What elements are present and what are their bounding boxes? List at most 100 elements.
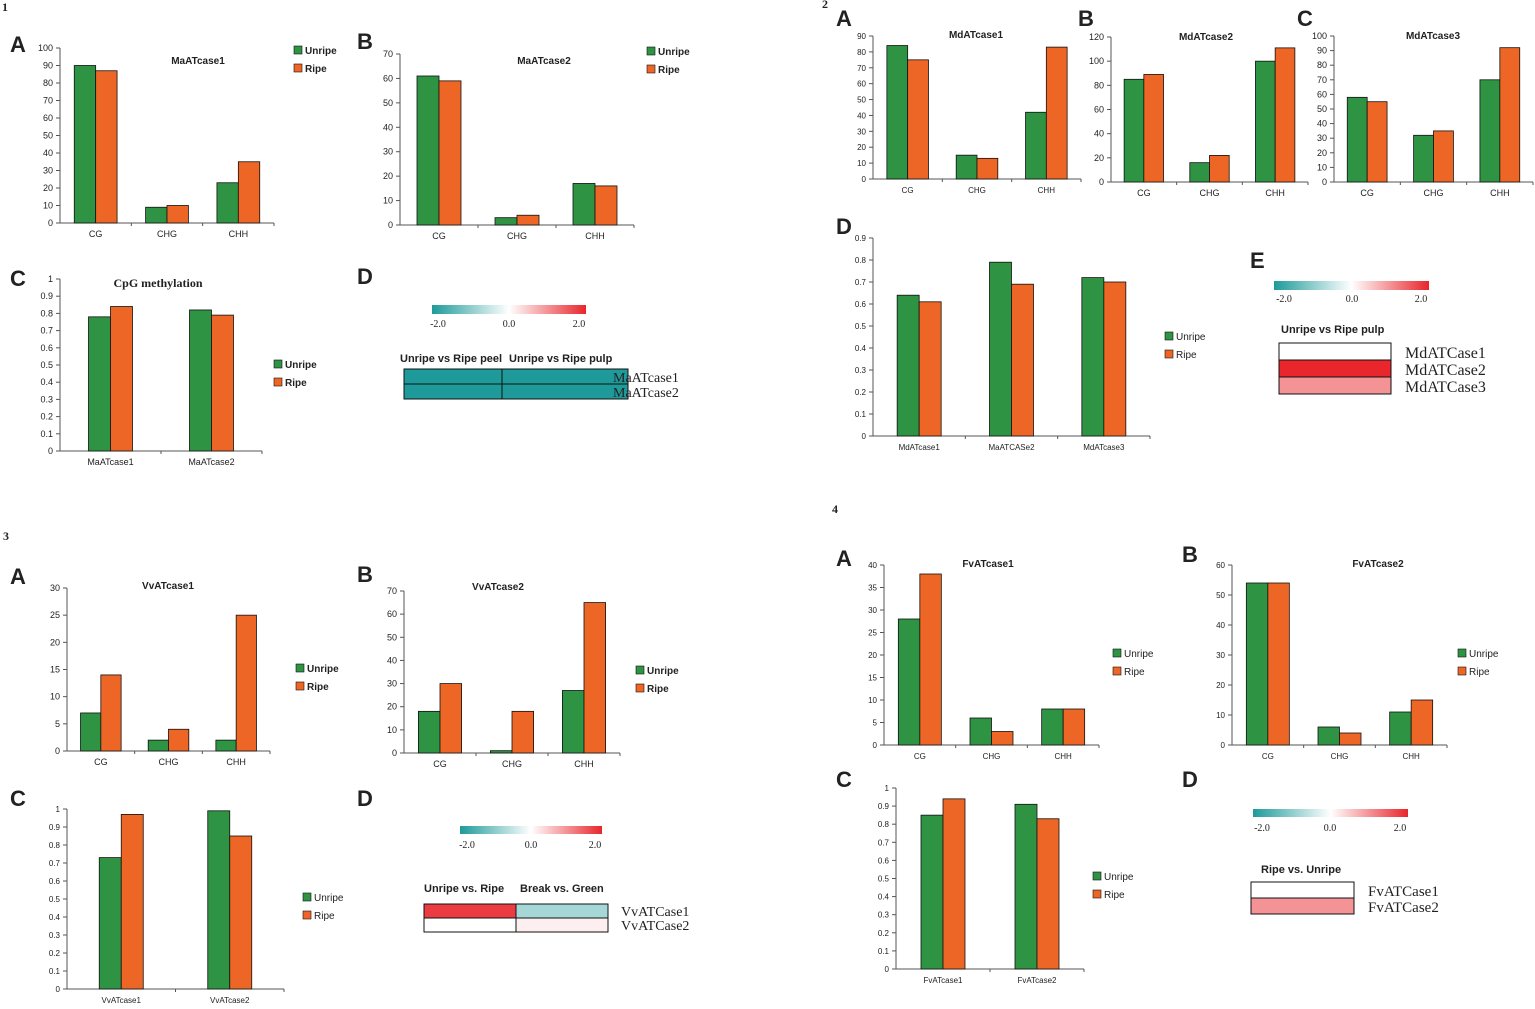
panel-2c: C 0 10 20 30 40 50 60 70 80 90 100 CG CHG CHH MdATcase3 — [1297, 6, 1534, 198]
color-scale-label: 0.0 — [1324, 823, 1337, 834]
x-tick-label: CG — [94, 757, 108, 767]
bar-unripe-chh — [1389, 711, 1412, 746]
bar-ripe-cg — [1366, 101, 1388, 183]
y-tick-label: 0.4 — [40, 377, 53, 387]
y-tick-label: 20 — [1094, 153, 1104, 163]
panel-label: D — [1182, 767, 1198, 792]
y-tick-label: 40 — [857, 111, 866, 120]
panel-2b: B 0 20 40 60 80 100 120 CG CHG CHH MdATcase2 — [1078, 6, 1309, 198]
heatmap-column-header: Unripe vs Ripe pulp — [1281, 324, 1385, 336]
y-tick-label: 10 — [43, 201, 53, 211]
y-tick-label: 0 — [392, 748, 397, 758]
bar-unripe-vvatcase2 — [207, 810, 231, 990]
y-tick-label: 40 — [43, 148, 53, 158]
y-tick-label: 0 — [862, 175, 867, 184]
y-tick-label: 90 — [1317, 46, 1327, 56]
y-tick-label: 10 — [857, 159, 866, 168]
y-tick-label: 0.7 — [40, 326, 53, 336]
bar-ripe-chg — [1339, 732, 1362, 746]
bar-ripe-chg — [991, 731, 1014, 746]
y-tick-label: 100 — [38, 43, 53, 53]
figure-number: 2 — [822, 0, 828, 11]
legend: Unripe Ripe — [646, 46, 690, 76]
color-scale-label: -2.0 — [459, 840, 475, 851]
legend-swatch-unripe — [1112, 648, 1122, 658]
y-tick-label: 50 — [1216, 591, 1225, 600]
y-tick-label: 20 — [1317, 148, 1327, 158]
panel-1b: B 0 10 20 30 40 50 60 70 CG CHG CHH MaATcase2 Unripe R… — [357, 29, 690, 241]
bar-unripe-cg — [1123, 78, 1145, 183]
bar-unripe-maatcase2 — [989, 261, 1012, 437]
y-tick-label: 70 — [43, 96, 53, 106]
bar-unripe-cg — [886, 45, 909, 180]
chart-title: MdATcase1 — [949, 30, 1004, 41]
y-tick-label: 0.8 — [878, 820, 890, 829]
bar-ripe-cg — [438, 80, 462, 226]
bar-ripe-chg — [511, 710, 535, 754]
heatmap-cell — [501, 383, 629, 400]
legend-label-ripe: Ripe — [285, 378, 307, 389]
heatmap-row-label: VvATCase2 — [621, 919, 689, 934]
x-tick-label: MaATcase2 — [188, 457, 234, 467]
bar-unripe-chh — [1041, 708, 1064, 746]
legend-label-ripe: Ripe — [1124, 667, 1145, 678]
y-tick-label: 0 — [56, 985, 61, 994]
y-tick-label: 15 — [50, 665, 60, 675]
panel-label: D — [357, 786, 373, 811]
x-tick-label: CHG — [507, 231, 527, 241]
bar-ripe-chh — [1274, 47, 1296, 183]
y-tick-label: 25 — [868, 629, 877, 638]
bar-ripe-chg — [166, 205, 189, 224]
legend-swatch-ripe — [293, 63, 303, 73]
x-tick-label: CHH — [585, 231, 605, 241]
legend: Unripe Ripe — [295, 663, 339, 693]
legend-label-unripe: Unripe — [314, 893, 344, 904]
legend-label-ripe: Ripe — [307, 682, 329, 693]
bar-unripe-mdatcase1 — [896, 294, 920, 437]
color-scale-label: 0.0 — [1346, 294, 1359, 305]
y-tick-label: 0.2 — [49, 949, 61, 958]
x-tick-label: FvATcase1 — [924, 976, 964, 985]
x-tick-label: CHG — [1424, 188, 1444, 198]
bar-ripe-chh — [1410, 699, 1434, 746]
bar-unripe-cg — [1245, 582, 1269, 746]
y-tick-label: 60 — [387, 609, 397, 619]
y-tick-label: 80 — [857, 48, 866, 57]
y-tick-label: 5 — [873, 719, 878, 728]
y-tick-label: 0 — [48, 446, 53, 456]
color-scale-bar — [1253, 809, 1408, 817]
bar-unripe-maatcase1 — [88, 316, 111, 452]
legend-label-ripe: Ripe — [1176, 350, 1197, 361]
bar-ripe-cg — [1143, 74, 1164, 183]
y-tick-label: 20 — [857, 143, 866, 152]
legend-label-ripe: Ripe — [305, 64, 327, 75]
y-tick-label: 0.3 — [855, 366, 867, 375]
color-scale-label: -2.0 — [1276, 294, 1292, 305]
color-scale-bar — [1274, 281, 1429, 290]
heatmap-cell — [1278, 359, 1392, 378]
legend: Unripe Ripe — [1112, 648, 1154, 678]
figure-2: 2A 0 10 20 30 40 50 60 70 80 90 CG CHG CHH MdATcase1 Un… — [822, 0, 1534, 452]
y-tick-label: 1 — [885, 784, 890, 793]
y-tick-label: 10 — [387, 725, 397, 735]
x-tick-label: CHG — [159, 757, 179, 767]
panel-4d: D -2.0 0.0 2.0 Ripe vs. Unripe FvATCase1FvATC… — [1182, 767, 1439, 916]
color-scale-label: 2.0 — [589, 840, 602, 851]
y-tick-label: 40 — [868, 561, 877, 570]
y-tick-label: 0.4 — [855, 344, 867, 353]
bar-ripe-cg — [907, 59, 929, 180]
panel-label: D — [836, 214, 852, 239]
bar-ripe-maatcase2 — [211, 314, 234, 452]
y-tick-label: 20 — [387, 702, 397, 712]
heatmap-row-label: MdATCase2 — [1405, 362, 1486, 379]
panel-label: A — [10, 32, 26, 57]
chart-title: MaATcase2 — [517, 56, 571, 67]
y-tick-label: 80 — [1094, 80, 1104, 90]
y-tick-label: 0.5 — [49, 895, 61, 904]
y-tick-label: 40 — [1216, 621, 1225, 630]
legend: Unripe Ripe — [1092, 871, 1134, 901]
bar-ripe-fvatcase2 — [1036, 818, 1060, 970]
legend-label-ripe: Ripe — [1469, 667, 1490, 678]
